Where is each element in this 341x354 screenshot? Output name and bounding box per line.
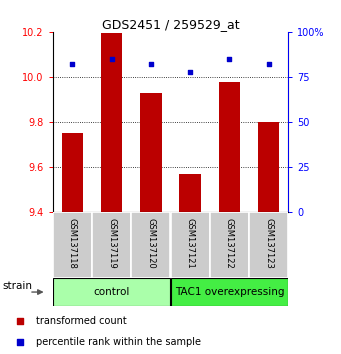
Text: strain: strain [3, 281, 33, 291]
Text: GSM137121: GSM137121 [186, 218, 195, 269]
Point [17, 318, 23, 324]
Text: GSM137118: GSM137118 [68, 218, 77, 269]
Bar [140, 93, 162, 212]
Bar [249, 212, 288, 278]
Text: percentile rank within the sample: percentile rank within the sample [36, 337, 201, 347]
Point [17, 339, 23, 344]
Point [226, 56, 232, 62]
Text: GSM137123: GSM137123 [264, 218, 273, 269]
Bar [210, 212, 249, 278]
Bar [170, 212, 210, 278]
Bar [62, 133, 83, 212]
Point [187, 69, 193, 74]
Bar [179, 174, 201, 212]
Bar [101, 33, 122, 212]
Title: GDS2451 / 259529_at: GDS2451 / 259529_at [102, 18, 239, 31]
Bar [131, 212, 170, 278]
Bar [219, 81, 240, 212]
Text: control: control [93, 287, 130, 297]
Text: GSM137120: GSM137120 [146, 218, 155, 269]
Text: GSM137119: GSM137119 [107, 218, 116, 269]
Text: GSM137122: GSM137122 [225, 218, 234, 269]
Point [70, 62, 75, 67]
Point [266, 62, 271, 67]
Bar [53, 212, 92, 278]
Bar [170, 278, 288, 306]
Bar [53, 278, 170, 306]
Bar [258, 122, 279, 212]
Point [109, 56, 114, 62]
Point [148, 62, 153, 67]
Bar [92, 212, 131, 278]
Text: TAC1 overexpressing: TAC1 overexpressing [175, 287, 284, 297]
Text: transformed count: transformed count [36, 316, 127, 326]
